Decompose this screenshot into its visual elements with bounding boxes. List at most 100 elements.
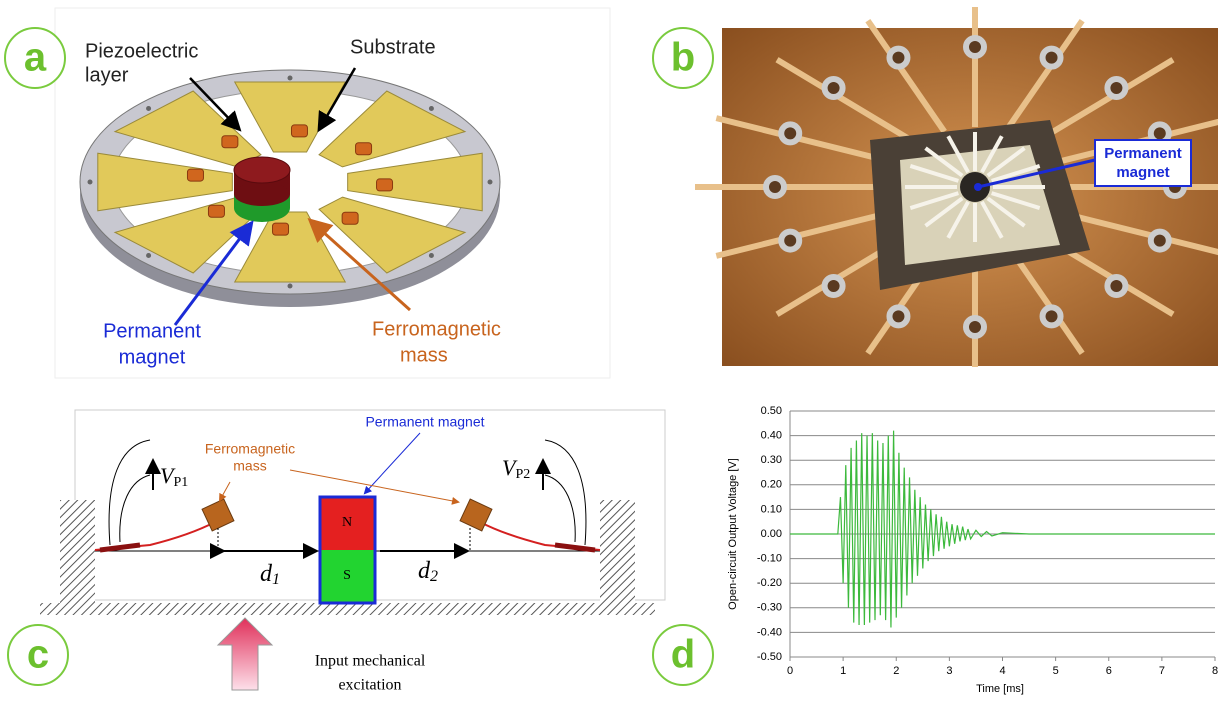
panel-c: Ferromagnetic mass Permanent magnet N S … [40, 410, 665, 694]
excitation-arrow [218, 618, 272, 690]
label: magnet [119, 346, 186, 368]
pad [966, 318, 984, 336]
pad [1043, 49, 1061, 67]
y-tick-label: 0.00 [761, 528, 782, 540]
pad [781, 232, 799, 250]
subscript: P1 [173, 475, 188, 490]
mass [291, 125, 307, 137]
label: Permanent [103, 320, 201, 342]
ground [40, 603, 655, 615]
arrow [220, 482, 230, 500]
label: d1 [260, 561, 280, 588]
bolt-hole [146, 106, 151, 111]
label: Substrate [350, 36, 436, 58]
subscript: 1 [272, 571, 280, 588]
bolt-hole [288, 76, 293, 81]
label: Ferromagnetic [372, 318, 501, 340]
wall [600, 500, 635, 603]
x-tick-label: 2 [893, 665, 899, 677]
x-tick-label: 8 [1212, 665, 1218, 677]
mass [187, 169, 203, 181]
mass [377, 179, 393, 191]
pad [966, 38, 984, 56]
x-tick-label: 4 [999, 665, 1005, 677]
pad [889, 49, 907, 67]
bolt-hole [146, 253, 151, 258]
label: VP2 [502, 455, 530, 482]
magnet-top [234, 157, 290, 183]
cantilever [95, 522, 215, 550]
label: S [343, 568, 351, 583]
x-axis-label: Time [ms] [976, 683, 1024, 695]
x-tick-label: 5 [1053, 665, 1059, 677]
mass [356, 143, 372, 155]
figure: Piezoelectric layer Substrate Permanent … [0, 0, 1218, 697]
bolt-hole [488, 180, 493, 185]
y-tick-label: -0.50 [757, 651, 782, 663]
wall [60, 500, 95, 603]
piezo [100, 545, 140, 550]
panel-letter: c [27, 633, 49, 677]
label: layer [85, 64, 129, 86]
mass [273, 223, 289, 235]
pad [766, 178, 784, 196]
bolt-hole [288, 284, 293, 289]
label: mass [400, 344, 448, 366]
wire [545, 440, 586, 545]
pad [825, 79, 843, 97]
magnet-body [234, 182, 290, 206]
label: Permanent [1104, 145, 1182, 162]
panel-d: Open-circuit Output Voltage [V] Time [ms… [727, 405, 1218, 695]
wire [109, 440, 150, 545]
y-tick-label: -0.40 [757, 626, 782, 638]
mass [208, 205, 224, 217]
label: N [342, 515, 352, 530]
panel-letter: b [671, 36, 695, 80]
cantilever [480, 522, 600, 550]
label: d2 [418, 558, 438, 585]
bolt-hole [88, 180, 93, 185]
pad [781, 124, 799, 142]
panel-letter: a [24, 36, 47, 80]
panel-b: Permanent magnet [695, 7, 1218, 367]
panel-a: Piezoelectric layer Substrate Permanent … [55, 8, 610, 378]
x-tick-label: 3 [946, 665, 952, 677]
bolt-hole [429, 106, 434, 111]
label: Permanent magnet [365, 414, 484, 430]
y-tick-label: -0.20 [757, 577, 782, 589]
mass [342, 212, 358, 224]
label: Ferromagnetic [205, 441, 295, 457]
pad [1151, 232, 1169, 250]
mass [222, 136, 238, 148]
y-tick-label: 0.20 [761, 479, 782, 491]
x-tick-label: 7 [1159, 665, 1165, 677]
y-tick-label: 0.50 [761, 405, 782, 417]
arrow [365, 433, 420, 493]
bolt-hole [429, 253, 434, 258]
x-tick-label: 1 [840, 665, 846, 677]
y-tick-label: -0.10 [757, 553, 782, 565]
pad [825, 277, 843, 295]
x-tick-label: 6 [1106, 665, 1112, 677]
label: Input mechanical [315, 653, 426, 670]
pad [1107, 277, 1125, 295]
pad [1107, 79, 1125, 97]
pointer-dot [974, 183, 982, 191]
subscript: P2 [515, 467, 530, 482]
y-axis-label: Open-circuit Output Voltage [V] [727, 458, 739, 610]
label: Piezoelectric [85, 40, 198, 62]
label: VP1 [160, 463, 188, 490]
label: mass [233, 458, 266, 474]
label: magnet [1116, 164, 1169, 181]
y-tick-label: 0.30 [761, 454, 782, 466]
label: excitation [338, 677, 401, 694]
pad [889, 307, 907, 325]
y-tick-label: 0.10 [761, 503, 782, 515]
panel-letter: d [671, 633, 695, 677]
x-tick-label: 0 [787, 665, 793, 677]
pad [1043, 307, 1061, 325]
y-tick-label: -0.30 [757, 602, 782, 614]
piezo [555, 545, 595, 550]
y-tick-label: 0.40 [761, 430, 782, 442]
subscript: 2 [430, 568, 438, 585]
